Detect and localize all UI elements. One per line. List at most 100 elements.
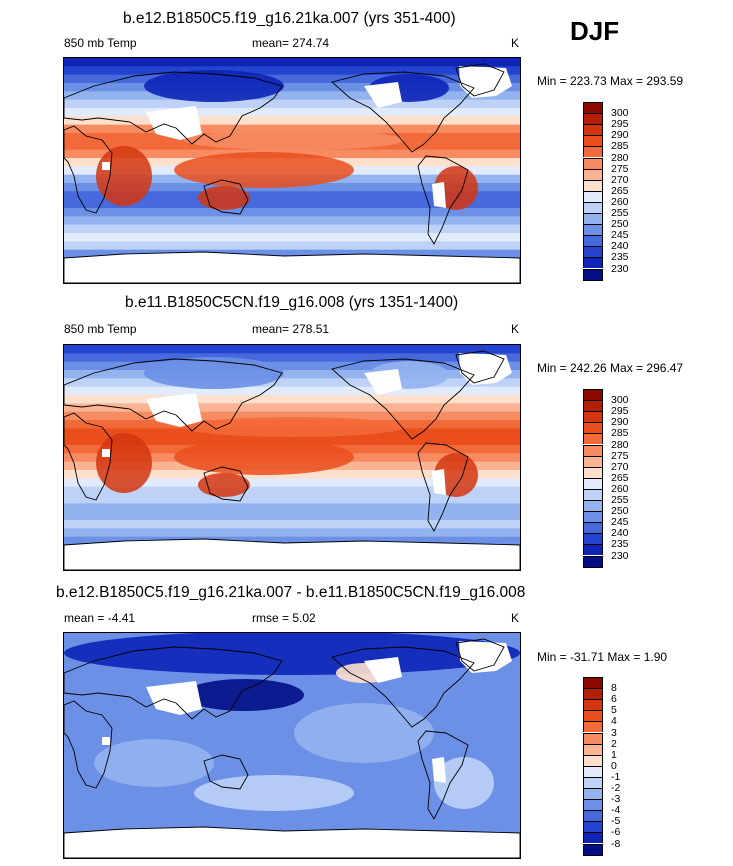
colorbar-swatch <box>583 146 603 158</box>
map-coastline <box>331 71 475 153</box>
colorbar-label: 0 <box>611 759 617 772</box>
colorbar-label: 240 <box>611 240 629 253</box>
map-field-band <box>64 233 520 243</box>
colorbar-swatch <box>583 201 603 213</box>
map-contour-region <box>294 703 434 763</box>
map-contour-region <box>198 186 250 210</box>
map-field-band <box>64 386 520 396</box>
colorbar-label: 260 <box>611 195 629 208</box>
colorbar-swatch <box>583 810 603 822</box>
colorbar-swatch <box>583 710 603 722</box>
map-contour-region <box>144 70 284 102</box>
colorbar-label: 270 <box>611 173 629 186</box>
map-field-band <box>64 411 520 421</box>
colorbar-label: 265 <box>611 471 629 484</box>
colorbar-label: 275 <box>611 449 629 462</box>
colorbar-swatch <box>583 544 603 556</box>
colorbar-label: -1 <box>611 770 621 783</box>
colorbar-swatch <box>583 455 603 467</box>
map-field-band <box>64 58 520 68</box>
map-field-band <box>64 395 520 405</box>
map-field-band <box>64 403 520 413</box>
map-coastline <box>64 358 283 432</box>
colorbar-label: 230 <box>611 262 629 275</box>
colorbar-swatch <box>583 799 603 811</box>
map-field-band <box>64 353 520 363</box>
map-coastline <box>455 63 505 97</box>
colorbar-swatch <box>583 721 603 733</box>
map-missing-data <box>146 681 202 715</box>
colorbar-swatch <box>583 754 603 766</box>
colorbar-label: -5 <box>611 815 621 828</box>
panel-1-map-svg <box>64 58 520 283</box>
colorbar-label: 270 <box>611 460 629 473</box>
panel-2-minmax: Min = 242.26 Max = 296.47 <box>537 361 684 375</box>
map-antarctica <box>64 827 520 858</box>
colorbar-swatch <box>583 732 603 744</box>
panel-2-mean-label: mean= 278.51 <box>252 322 330 336</box>
panel-1-title: b.e12.B1850C5.f19_g16.21ka.007 (yrs 351-… <box>123 10 456 27</box>
colorbar-swatch <box>583 179 603 191</box>
map-field-band <box>64 99 520 109</box>
colorbar-label: 255 <box>611 494 629 506</box>
colorbar-label: 280 <box>611 438 629 451</box>
map-field-band <box>64 208 520 218</box>
colorbar-label: 285 <box>611 140 629 153</box>
colorbar-swatch <box>583 168 603 180</box>
colorbar-label: -8 <box>611 837 621 850</box>
colorbar-swatch <box>583 832 603 844</box>
colorbar-label: 5 <box>611 704 617 717</box>
map-field-band <box>64 511 520 521</box>
panel-3-minmax: Min = -31.71 Max = 1.90 <box>537 650 668 664</box>
map-field-band <box>64 378 520 388</box>
map-coastline <box>417 155 469 245</box>
map-contour-region <box>174 152 354 188</box>
colorbar-swatch <box>583 821 603 833</box>
colorbar-swatch <box>583 511 603 523</box>
colorbar-label: 250 <box>611 505 629 518</box>
colorbar-label: -4 <box>611 804 621 817</box>
panel-3-map <box>63 632 521 859</box>
colorbar-swatch <box>583 788 603 800</box>
colorbar-label: 260 <box>611 482 629 495</box>
map-coastline <box>64 538 520 570</box>
colorbar-label: 280 <box>611 151 629 164</box>
colorbar-label: 235 <box>611 251 629 264</box>
season-label: DJF <box>570 16 620 46</box>
panel-2-variable-label: 850 mb Temp <box>64 322 137 336</box>
colorbar-swatch <box>583 688 603 700</box>
map-field-band <box>64 116 520 126</box>
map-coastline <box>64 71 283 145</box>
colorbar-swatch <box>583 843 603 856</box>
map-coastline <box>417 442 469 532</box>
colorbar-swatch <box>583 488 603 500</box>
colorbar-swatch <box>583 699 603 711</box>
panel-3-map-svg <box>64 633 520 858</box>
map-field-band <box>64 528 520 538</box>
map-field-band <box>64 249 520 259</box>
map-field-band <box>64 536 520 546</box>
colorbar-swatch <box>583 400 603 412</box>
colorbar-swatch <box>583 500 603 512</box>
colorbar-label: 8 <box>611 682 617 695</box>
colorbar-swatch <box>583 213 603 225</box>
colorbar-label: -6 <box>611 826 621 839</box>
map-field-band <box>64 91 520 101</box>
colorbar-label: 4 <box>611 715 617 728</box>
colorbar-swatch <box>583 466 603 478</box>
map-field-band <box>64 345 520 355</box>
map-coastline <box>64 412 113 501</box>
map-missing-data <box>102 737 110 745</box>
map-field-band <box>64 241 520 251</box>
map-field-band <box>64 520 520 530</box>
panel-2-units-label: K <box>511 322 520 336</box>
map-field-band <box>64 495 520 505</box>
map-missing-data <box>102 162 110 170</box>
colorbar-swatch <box>583 124 603 136</box>
colorbar-label: 295 <box>611 118 629 131</box>
colorbar-label: 3 <box>611 726 617 739</box>
map-contour-region <box>94 739 214 787</box>
map-coastline <box>64 251 520 283</box>
colorbar-label: 285 <box>611 427 629 440</box>
map-field-band <box>64 370 520 380</box>
